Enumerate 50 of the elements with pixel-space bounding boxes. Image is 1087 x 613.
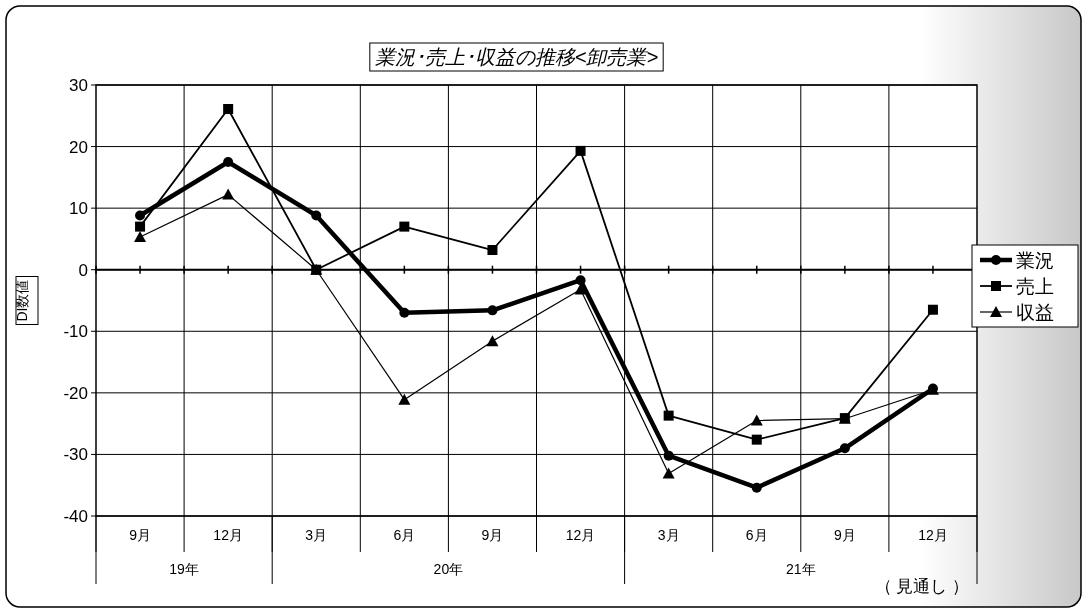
point bbox=[222, 188, 235, 200]
x-tick-label: 9月 bbox=[129, 527, 151, 543]
point bbox=[575, 275, 586, 286]
text: 21年 bbox=[786, 561, 816, 577]
point bbox=[486, 335, 499, 347]
x-tick-label: 6月 bbox=[745, 527, 768, 543]
point bbox=[398, 393, 411, 405]
legend-label: 売上 bbox=[1016, 276, 1054, 297]
point bbox=[751, 434, 762, 445]
y-tick-label: -10 bbox=[63, 322, 88, 342]
y-tick-label: 30 bbox=[69, 76, 88, 95]
x-tick-label: 9月 bbox=[833, 527, 856, 543]
text: （ 見通し ） bbox=[874, 577, 969, 596]
point bbox=[135, 221, 146, 232]
y-tick-label: -30 bbox=[63, 445, 88, 465]
x-tick-label: 9月 bbox=[481, 527, 504, 543]
x-tick-label: 12月 bbox=[918, 527, 948, 543]
point bbox=[839, 443, 850, 454]
point bbox=[134, 231, 147, 243]
y-tick-label: 10 bbox=[69, 199, 88, 219]
point bbox=[223, 104, 234, 115]
text: 19年 bbox=[169, 561, 199, 577]
x-tick-label: 3月 bbox=[657, 527, 680, 543]
x-tick-label: 12月 bbox=[565, 527, 596, 543]
point bbox=[487, 305, 498, 316]
y-tick-label: 20 bbox=[69, 137, 88, 157]
y-tick-label: 0 bbox=[78, 260, 88, 280]
point bbox=[750, 414, 763, 426]
x-tick-label: 3月 bbox=[305, 527, 328, 543]
y-axis-title: DI数値 bbox=[14, 279, 30, 322]
legend-label: 業況 bbox=[1016, 250, 1054, 271]
point bbox=[663, 450, 674, 461]
x-tick-label: 6月 bbox=[393, 527, 416, 543]
text: 20年 bbox=[433, 561, 464, 577]
legend-label: 収益 bbox=[1016, 302, 1054, 323]
point bbox=[663, 410, 674, 421]
x-tick-label: 12月 bbox=[213, 527, 243, 543]
chart-title: 業況･売上･収益の推移<卸売業> bbox=[374, 46, 659, 68]
point bbox=[135, 210, 146, 221]
point bbox=[399, 221, 410, 232]
point bbox=[399, 307, 410, 318]
point bbox=[927, 304, 938, 315]
point bbox=[751, 482, 762, 493]
y-tick-label: -20 bbox=[63, 383, 88, 403]
y-tick-label: -40 bbox=[63, 507, 88, 526]
point bbox=[575, 145, 586, 156]
point bbox=[223, 156, 234, 167]
point bbox=[487, 245, 498, 256]
point bbox=[662, 467, 675, 479]
point bbox=[311, 210, 322, 221]
